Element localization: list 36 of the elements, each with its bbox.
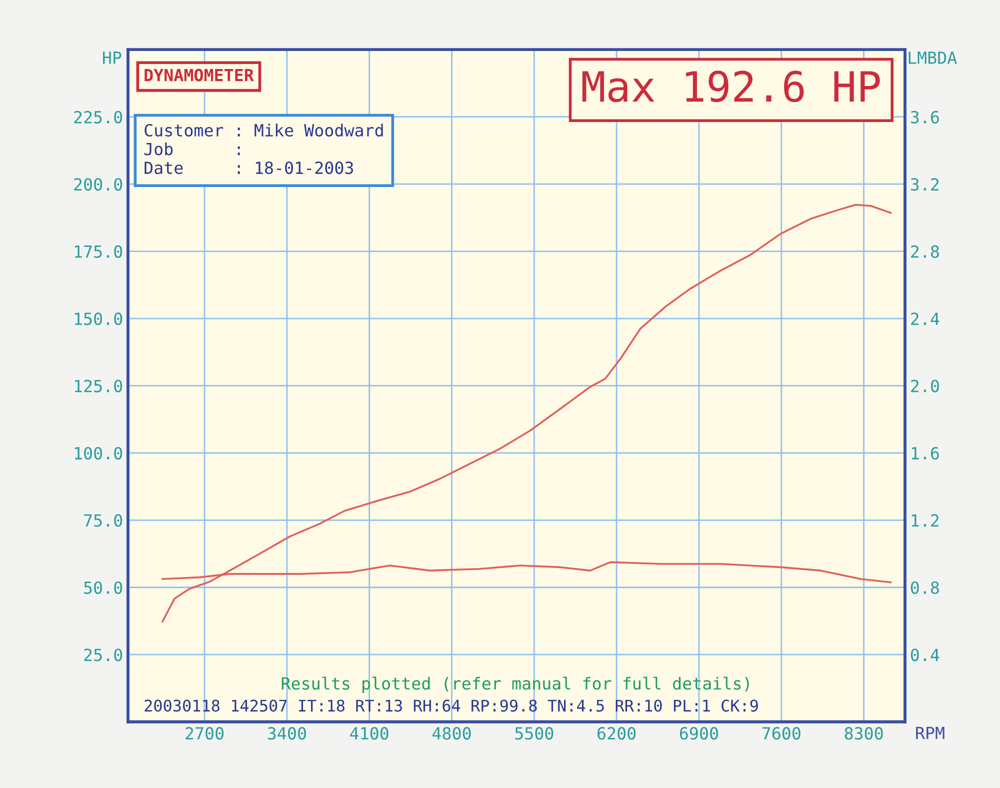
x-axis-title: RPM <box>916 726 944 740</box>
x-tick-label: 7600 <box>762 727 800 740</box>
y2-axis-title: LMBDA <box>908 52 957 64</box>
annotation: Customer : Mike Woodward Job : Date : 18-01-2003 <box>144 124 383 174</box>
y2-tick-label: 0.8 <box>910 581 939 594</box>
x-tick-label: 8300 <box>844 727 883 740</box>
text: DYNAMOMETER <box>144 68 254 82</box>
x-tick-label: 6200 <box>598 727 636 740</box>
x-tick-label: 4800 <box>432 727 471 740</box>
annotation: 20030118 142507 IT:18 RT:13 RH:64 RP:99.8 TN:4.5 RR:10 PL:1 CK:9 <box>144 700 758 712</box>
y-tick-label: 200.0 <box>74 178 122 191</box>
y-tick-label: 125.0 <box>74 380 122 392</box>
y-tick-label: 175.0 <box>74 245 122 258</box>
y2-tick-label: 2.8 <box>911 245 939 258</box>
y-tick-label: 100.0 <box>74 446 122 460</box>
annotation: Max 192.6 HP <box>582 70 880 102</box>
y-tick-label: 225.0 <box>74 110 122 124</box>
x-tick-label: 5500 <box>515 727 554 740</box>
y-tick-label: 75.0 <box>84 514 122 527</box>
y2-tick-label: 3.6 <box>910 110 939 124</box>
x-tick-label: 4100 <box>350 727 388 740</box>
x-tick-label: 6900 <box>680 727 718 740</box>
y2-tick-label: 1.6 <box>912 446 939 460</box>
x-tick-label: 2700 <box>186 727 224 740</box>
y2-tick-label: 2.0 <box>911 380 939 392</box>
y-axis-title: HP <box>103 52 122 64</box>
y-tick-label: 150.0 <box>74 312 122 326</box>
y2-tick-label: 1.2 <box>912 514 939 527</box>
line-series <box>162 204 892 622</box>
y2-tick-label: 0.4 <box>910 648 940 662</box>
y2-tick-label: 2.4 <box>911 312 940 325</box>
y2-tick-label: 3.2 <box>910 178 939 191</box>
annotation: Results plotted (refer manual for full details) <box>282 676 749 693</box>
y-tick-label: 50.0 <box>84 581 122 594</box>
x-tick-label: 3400 <box>268 727 306 740</box>
y-tick-label: 25.0 <box>84 648 122 662</box>
